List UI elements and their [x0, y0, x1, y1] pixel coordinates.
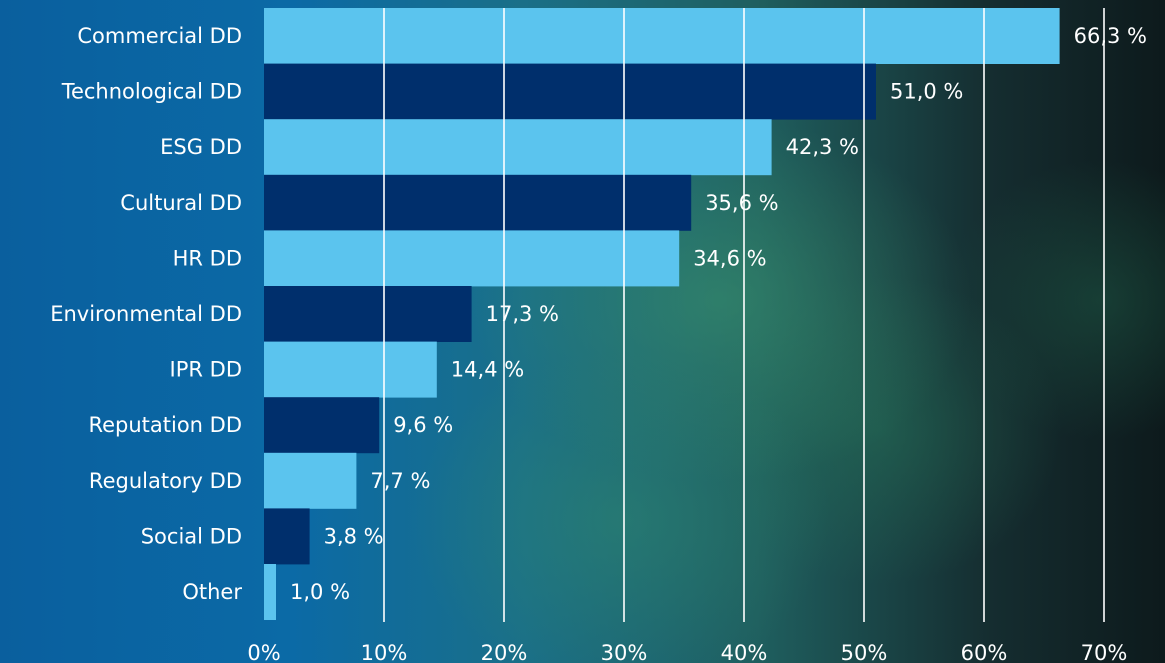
bar: [264, 119, 772, 176]
x-tick-label: 50%: [841, 641, 888, 663]
category-label: Social DD: [141, 524, 242, 548]
x-tick-label: 70%: [1081, 641, 1128, 663]
data-label: 3,8 %: [324, 524, 384, 548]
data-label: 35,6 %: [705, 191, 778, 215]
data-label: 1,0 %: [290, 580, 350, 604]
bar: [264, 286, 472, 342]
data-label: 7,7 %: [370, 469, 430, 493]
bar: [264, 564, 276, 620]
x-tick-label: 30%: [601, 641, 648, 663]
data-label: 14,4 %: [451, 358, 524, 382]
bar: [264, 230, 680, 287]
data-label: 51,0 %: [890, 80, 963, 104]
bar: [264, 174, 692, 231]
x-tick-label: 60%: [961, 641, 1008, 663]
category-label: Other: [182, 580, 242, 604]
category-label: Reputation DD: [88, 413, 242, 437]
bar: [264, 8, 1060, 64]
x-tick-label: 10%: [361, 641, 408, 663]
bar: [264, 397, 380, 454]
category-label: Regulatory DD: [89, 469, 242, 493]
category-label: Commercial DD: [77, 24, 242, 48]
category-label: ESG DD: [160, 135, 242, 159]
bar: [264, 508, 310, 565]
x-tick-label: 40%: [721, 641, 768, 663]
bar: [264, 452, 357, 509]
data-label: 17,3 %: [486, 302, 559, 326]
x-tick-label: 20%: [481, 641, 528, 663]
category-label: IPR DD: [170, 358, 242, 382]
data-label: 34,6 %: [693, 246, 766, 270]
category-label: Environmental DD: [50, 302, 242, 326]
category-label: Technological DD: [61, 80, 242, 104]
data-label: 66,3 %: [1074, 24, 1147, 48]
bar: [264, 63, 876, 120]
data-label: 9,6 %: [393, 413, 453, 437]
x-tick-label: 0%: [247, 641, 280, 663]
bar: [264, 341, 437, 398]
category-label: Cultural DD: [120, 191, 242, 215]
category-label: HR DD: [173, 246, 242, 270]
data-label: 42,3 %: [786, 135, 859, 159]
